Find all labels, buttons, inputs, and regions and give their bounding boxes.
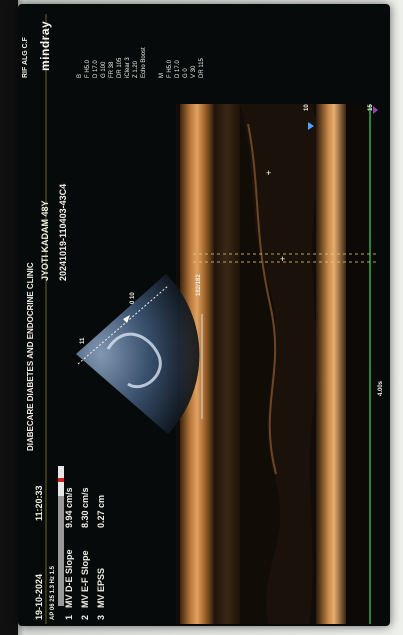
zoom-mark: 11 [80,337,86,344]
param-item: DR 115 [199,58,205,78]
clinic-name: DIABECARE DIABETES AND ENDOCRINE CLINIC [26,262,35,451]
param-item: G 0 [183,68,189,78]
measurement-index: 1 [64,614,74,620]
param-item: F H5.0 [85,59,91,78]
param-item: V 30 [191,65,197,78]
measurement-name: MV E-F Slope [80,550,90,608]
ratio-label: 182/182 [196,274,202,296]
measurement-value: 0.27 cm [96,494,106,528]
speed-label: 4.00s [378,380,384,396]
depth-bottom-label: 15 [368,104,374,111]
ultrasound-screen: + + DIABECARE DIABETES AND ENDOCRINE CLI… [18,4,390,626]
measurement-name: MV EPSS [96,567,106,608]
exam-time: 11:20:33 [34,485,44,521]
top-right-label: RIF ALG C.F [22,37,29,78]
measurement-index: 2 [80,614,90,620]
measurement-name: MV D-E Slope [64,549,74,608]
param-item: B [77,73,83,78]
screen-text-overlay: DIABECARE DIABETES AND ENDOCRINE CLINIC … [18,4,390,626]
bmode-params: B F H5.0 D 17.0 G 100 FR 38 DR 105 iClea… [76,47,148,78]
depth-top-label: 10 [304,104,310,111]
param-item: FR 38 [109,61,115,78]
exam-id: 20241019-110403-43C4 [58,183,68,281]
measurement-value: 8.30 cm/s [80,487,90,528]
svg-text:+: + [280,254,285,264]
probe-label: AP 06 25 1.3 Hz 1.5 [50,566,56,620]
patient-name: JYOTI KADAM 48Y [40,200,50,281]
ultrasound-image-layer: + + [45,14,378,624]
param-item: DR 105 [117,57,123,78]
param-item: F H5.0 [167,59,173,78]
param-item: D 17.0 [175,60,181,78]
measurement-value: 9.94 cm/s [64,487,74,528]
mmode-params: M F H5.0 D 17.0 G 0 V 30 DR 115 [158,58,206,78]
mmode-scale-label: 0 10 [130,292,136,304]
brand-logo: mindray [38,20,52,71]
param-item: G 100 [101,61,107,78]
param-item: iClear 3 [125,57,131,78]
exam-date: 19-10-2024 [34,573,44,620]
param-item: M [159,73,165,78]
svg-text:+: + [266,168,271,178]
param-item: D 17.0 [93,60,99,78]
param-item: Echo Boost [141,47,147,78]
measurement-index: 3 [96,614,106,620]
param-item: Z 1.20 [133,60,139,78]
